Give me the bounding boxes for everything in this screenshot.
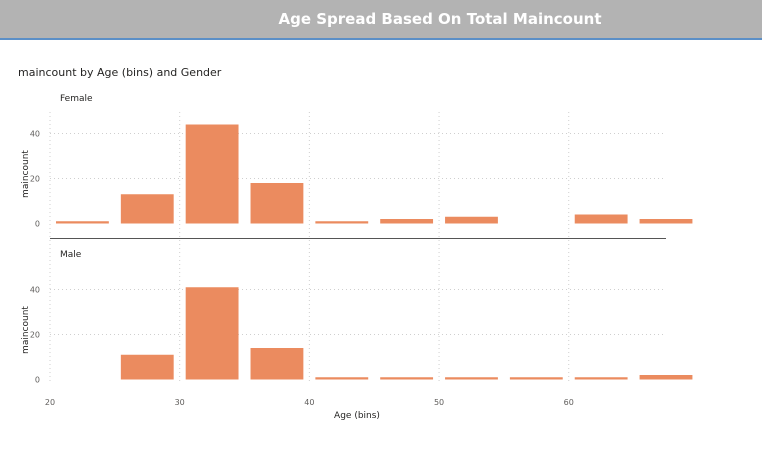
bar (639, 375, 693, 380)
bar (574, 214, 628, 224)
y-axis-title: maincount (21, 306, 31, 354)
bar (185, 124, 239, 224)
chart-title: maincount by Age (bins) and Gender (18, 66, 222, 79)
bar (574, 377, 628, 380)
bar (250, 183, 304, 224)
header-banner: Age Spread Based On Total Maincount (0, 0, 762, 40)
bar (250, 348, 304, 380)
y-tick-label: 0 (35, 220, 40, 229)
bar (315, 377, 369, 380)
bar (509, 377, 563, 380)
y-tick-label: 20 (30, 331, 40, 340)
x-axis-title: Age (bins) (334, 411, 380, 421)
bar (639, 219, 693, 224)
bar (445, 216, 498, 224)
facet-label-female: Female (60, 94, 93, 104)
bar (56, 221, 109, 224)
y-tick-label: 40 (30, 130, 40, 139)
bar (445, 377, 498, 380)
x-tick-label: 20 (45, 398, 55, 407)
x-tick-label: 50 (434, 398, 444, 407)
y-tick-label: 20 (30, 175, 40, 184)
bar (380, 219, 434, 224)
facet-label-male: Male (60, 250, 82, 260)
bar (185, 287, 239, 380)
y-tick-label: 40 (30, 286, 40, 295)
bar (380, 377, 434, 380)
bar (315, 221, 369, 224)
bar (120, 194, 174, 224)
bar (120, 354, 174, 380)
page-title: Age Spread Based On Total Maincount (278, 10, 602, 28)
x-tick-label: 60 (564, 398, 574, 407)
x-tick-label: 40 (304, 398, 314, 407)
y-tick-label: 0 (35, 376, 40, 385)
x-tick-label: 30 (175, 398, 185, 407)
y-axis-title: maincount (21, 150, 31, 198)
